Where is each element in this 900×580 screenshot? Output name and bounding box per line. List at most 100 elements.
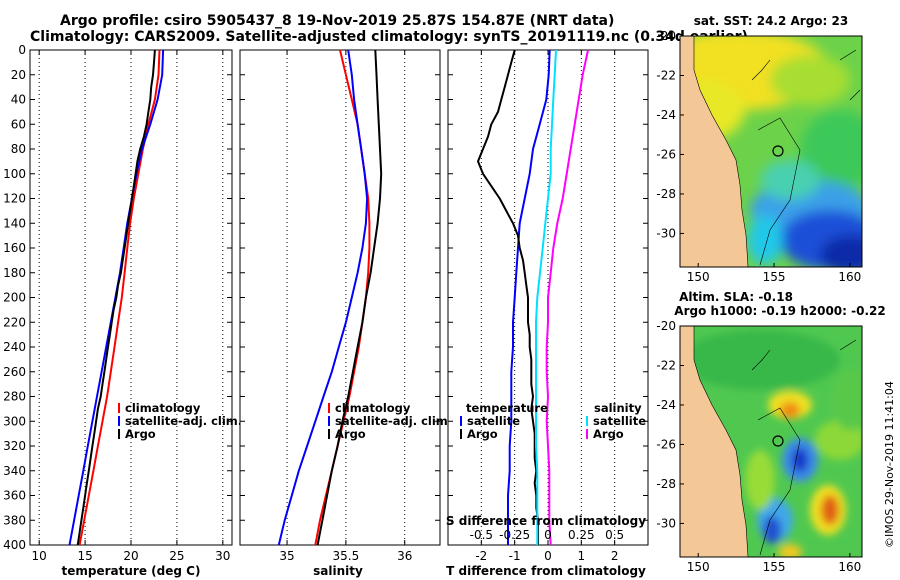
map-x-tick-label: 160	[838, 270, 861, 284]
s-tick-label: -0.5	[470, 528, 493, 542]
temperature-ticks: 10 15 20 25 30020406080100120140160180200220…	[3, 43, 232, 563]
argo-float-marker	[772, 145, 784, 157]
map-y-tick-label: -20	[656, 319, 676, 333]
figure-title-line2: Climatology: CARS2009. Satellite-adjuste…	[30, 29, 748, 45]
map-x-tick-label: 155	[763, 270, 786, 284]
x-tick-label: 35.5	[333, 549, 360, 563]
map-y-tick-label: -28	[656, 477, 676, 491]
y-tick-label: 280	[3, 390, 26, 404]
y-tick-label: 200	[3, 291, 26, 305]
y-tick-label: 380	[3, 513, 26, 527]
legend-climatology-label: climatology	[335, 401, 411, 415]
sla-map-title1: Altim. SLA: -0.18	[679, 290, 793, 304]
salinity-grid	[286, 50, 406, 545]
x-tick-label: -1	[509, 549, 521, 563]
y-tick-label: 320	[3, 439, 26, 453]
legend-t-argo-label: Argo	[467, 427, 498, 441]
salinity-legend: climatology satellite-adj. clim. Argo	[328, 401, 452, 441]
y-tick-label: 0	[18, 43, 26, 57]
difference-legend-salinity: salinity satellite Argo	[586, 401, 646, 441]
x-tick-label: 25	[169, 549, 184, 563]
map-x-tick-label: 160	[838, 560, 861, 574]
sst-map-ticks: 150 155 160 -20 -22 -24 -26 -28 -30	[656, 29, 861, 284]
figure-title-line1: Argo profile: csiro 5905437_8 19-Nov-201…	[60, 13, 614, 29]
temperature-panel: 10 15 20 25 30020406080100120140160180200220…	[3, 43, 242, 578]
map-x-tick-label: 150	[687, 270, 710, 284]
x-tick-label: 2	[611, 549, 619, 563]
legend-argo-label: Argo	[125, 427, 156, 441]
series-argo	[76, 50, 156, 545]
series-temperature-satellite	[507, 50, 551, 545]
legend-salinity-title: salinity	[594, 401, 642, 415]
map-y-tick-label: -22	[656, 68, 676, 82]
map-x-tick-label: 150	[687, 560, 710, 574]
map-y-tick-label: -24	[656, 108, 676, 122]
salinity-difference-ticks: -0.5 -0.25 0 0.25 0.5	[470, 528, 625, 542]
difference-legend-temperature: temperature satellite Argo	[460, 401, 548, 441]
x-tick-label: 15	[77, 549, 92, 563]
difference-ticks: -2 -1 0 1 2	[448, 49, 648, 563]
y-tick-label: 220	[3, 315, 26, 329]
salinity-panel: 35 35.5 36 salinity climatology satellite-…	[239, 49, 452, 578]
y-tick-label: 160	[3, 241, 26, 255]
map-y-tick-label: -28	[656, 187, 676, 201]
series-temperature-argo	[477, 50, 539, 545]
temperature-series	[68, 50, 165, 545]
sla-map: Altim. SLA: -0.18 Argo h1000: -0.19 h200…	[656, 290, 885, 574]
x-tick-label: 20	[123, 549, 138, 563]
sla-map-title2: Argo h1000: -0.19 h2000: -0.22	[674, 304, 885, 318]
map-y-tick-label: -20	[656, 29, 676, 43]
y-tick-label: 20	[11, 68, 26, 82]
s-tick-label: 0.25	[568, 528, 595, 542]
x-tick-label: -2	[475, 549, 487, 563]
y-tick-label: 240	[3, 340, 26, 354]
map-x-tick-label: 155	[763, 560, 786, 574]
salinity-series	[277, 50, 383, 545]
salinity-xlabel: salinity	[313, 564, 363, 578]
sst-map-image	[680, 36, 862, 267]
credit-text: ©IMOS 29-Nov-2019 11:41:04	[883, 381, 896, 548]
salinity-axes	[239, 49, 441, 546]
temperature-legend: climatology satellite-adj. clim. Argo	[118, 401, 242, 441]
y-tick-label: 140	[3, 216, 26, 230]
y-tick-label: 300	[3, 414, 26, 428]
difference-series	[477, 50, 589, 545]
sla-map-image	[680, 326, 862, 557]
s-tick-label: 0	[544, 528, 552, 542]
sst-map: sat. SST: 24.2 Argo: 23 150 155 160 -20 -22 -…	[656, 14, 863, 284]
map-y-tick-label: -26	[656, 147, 676, 161]
legend-satellite-label: satellite-adj. clim.	[125, 414, 242, 428]
y-tick-label: 400	[3, 538, 26, 552]
legend-argo-label: Argo	[335, 427, 366, 441]
sla-map-ticks: 150 155 160 -20 -22 -24 -26 -28 -30	[656, 319, 861, 574]
y-tick-label: 180	[3, 266, 26, 280]
y-tick-label: 260	[3, 365, 26, 379]
x-tick-label: 1	[578, 549, 586, 563]
legend-s-argo-label: Argo	[593, 427, 624, 441]
difference-xlabel: T difference from climatology	[446, 564, 646, 578]
series-argo	[316, 50, 383, 545]
australia-coast	[680, 36, 749, 267]
map-y-tick-label: -26	[656, 437, 676, 451]
y-tick-label: 120	[3, 192, 26, 206]
y-tick-label: 340	[3, 464, 26, 478]
s-tick-label: 0.5	[605, 528, 624, 542]
difference-panel: -2 -1 0 1 2 T difference from climatology S …	[446, 49, 649, 578]
legend-climatology-label: climatology	[125, 401, 201, 415]
y-tick-label: 360	[3, 489, 26, 503]
x-tick-label: 10	[32, 549, 47, 563]
x-tick-label: 36	[397, 549, 412, 563]
x-tick-label: 30	[215, 549, 230, 563]
legend-satellite-label: satellite-adj. clim.	[335, 414, 452, 428]
series-satellite-adj-clim-	[277, 50, 369, 545]
map-y-tick-label: -30	[656, 516, 676, 530]
legend-temperature-title: temperature	[466, 401, 548, 415]
y-tick-label: 100	[3, 167, 26, 181]
sst-map-title: sat. SST: 24.2 Argo: 23	[694, 14, 848, 28]
legend-t-satellite-label: satellite	[467, 414, 520, 428]
s-tick-label: -0.25	[499, 528, 530, 542]
temperature-xlabel: temperature (deg C)	[62, 564, 201, 578]
difference-x2label: S difference from climatology	[446, 514, 646, 528]
series-salinity-argo	[545, 50, 589, 545]
